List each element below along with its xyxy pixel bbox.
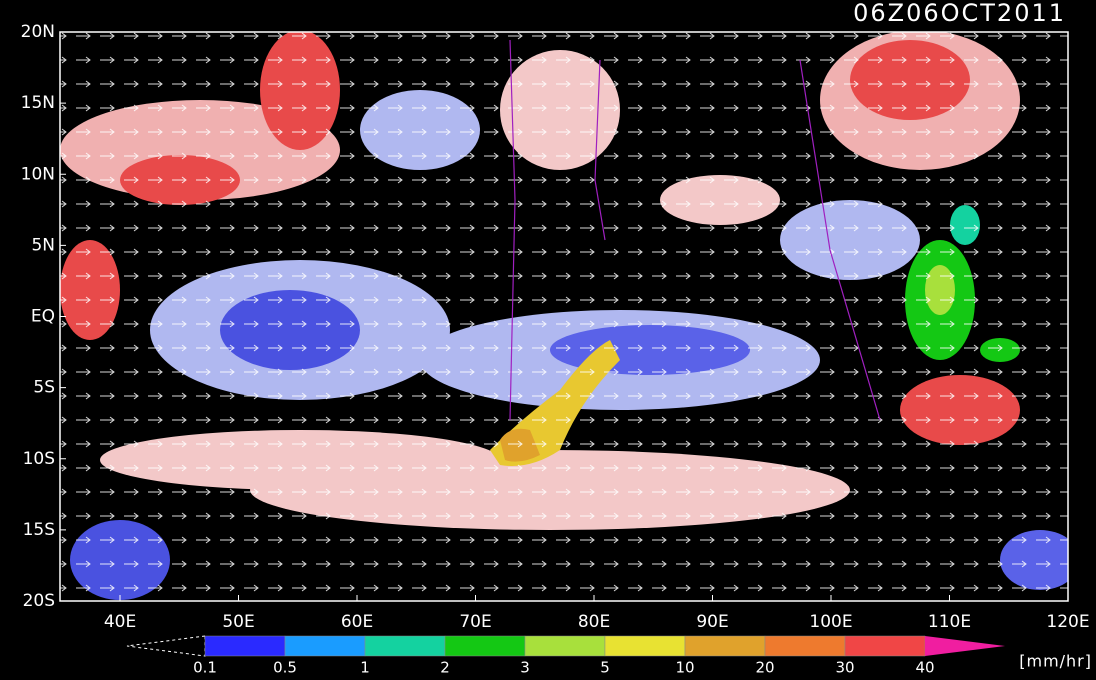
- colorbar-segment: [764, 635, 846, 657]
- colorbar-label: 3: [520, 659, 530, 677]
- colorbar-label: 0.1: [193, 659, 217, 677]
- colorbar-segment: [524, 635, 606, 657]
- colorbar-segment: [604, 635, 686, 657]
- lat-label: 20N: [21, 22, 55, 42]
- colorbar-label: 20: [755, 659, 774, 677]
- colorbar-segment: [844, 635, 926, 657]
- colorbar-segment: [684, 635, 766, 657]
- colorbar-label: 2: [440, 659, 450, 677]
- lon-label: 70E: [459, 612, 491, 632]
- colorbar-segment: [364, 635, 446, 657]
- colorbar-segment: [444, 635, 526, 657]
- colorbar-label: 30: [835, 659, 854, 677]
- coastline: [509, 39, 881, 421]
- lat-labels: 20N 15N 10N 5N EQ 5S 10S 15S 20S: [21, 22, 66, 611]
- colorbar-segment: [204, 635, 286, 657]
- lon-label: 90E: [696, 612, 728, 632]
- colorbar-label: 10: [675, 659, 694, 677]
- map-field: [60, 32, 1068, 601]
- lat-label: 10S: [23, 449, 55, 469]
- colorbar-label: 40: [915, 659, 934, 677]
- colorbar-segment: [284, 635, 366, 657]
- lat-label: 5N: [31, 235, 55, 255]
- lat-label: 20S: [23, 591, 55, 611]
- lat-label: 15S: [23, 520, 55, 540]
- lon-labels: 40E 50E 60E 70E 80E 90E 100E 110E 120E: [104, 595, 1090, 632]
- lon-label: 50E: [222, 612, 254, 632]
- wind-vectors: [60, 32, 1068, 601]
- colorbar-unit: [mm/hr]: [1019, 652, 1092, 671]
- colorbar-under: [126, 635, 206, 657]
- lon-label: 120E: [1046, 612, 1089, 632]
- colorbar-label: 1: [360, 659, 370, 677]
- colorbar: 0.1 0.5 1 2 3 5 10 20 30 40 [mm/hr]: [126, 635, 1092, 677]
- lon-label: 60E: [341, 612, 373, 632]
- colorbar-label: 5: [600, 659, 610, 677]
- lon-label: 100E: [809, 612, 852, 632]
- lat-label: 5S: [33, 378, 55, 398]
- lon-label: 80E: [578, 612, 610, 632]
- map-title: 06Z06OCT2011: [853, 0, 1066, 27]
- lon-label: 110E: [928, 612, 971, 632]
- lat-label: 15N: [21, 93, 55, 113]
- colorbar-over: [925, 636, 1005, 656]
- colorbar-label: 0.5: [273, 659, 297, 677]
- lat-label: EQ: [31, 307, 55, 327]
- lon-label: 40E: [104, 612, 136, 632]
- lat-label: 10N: [21, 164, 55, 184]
